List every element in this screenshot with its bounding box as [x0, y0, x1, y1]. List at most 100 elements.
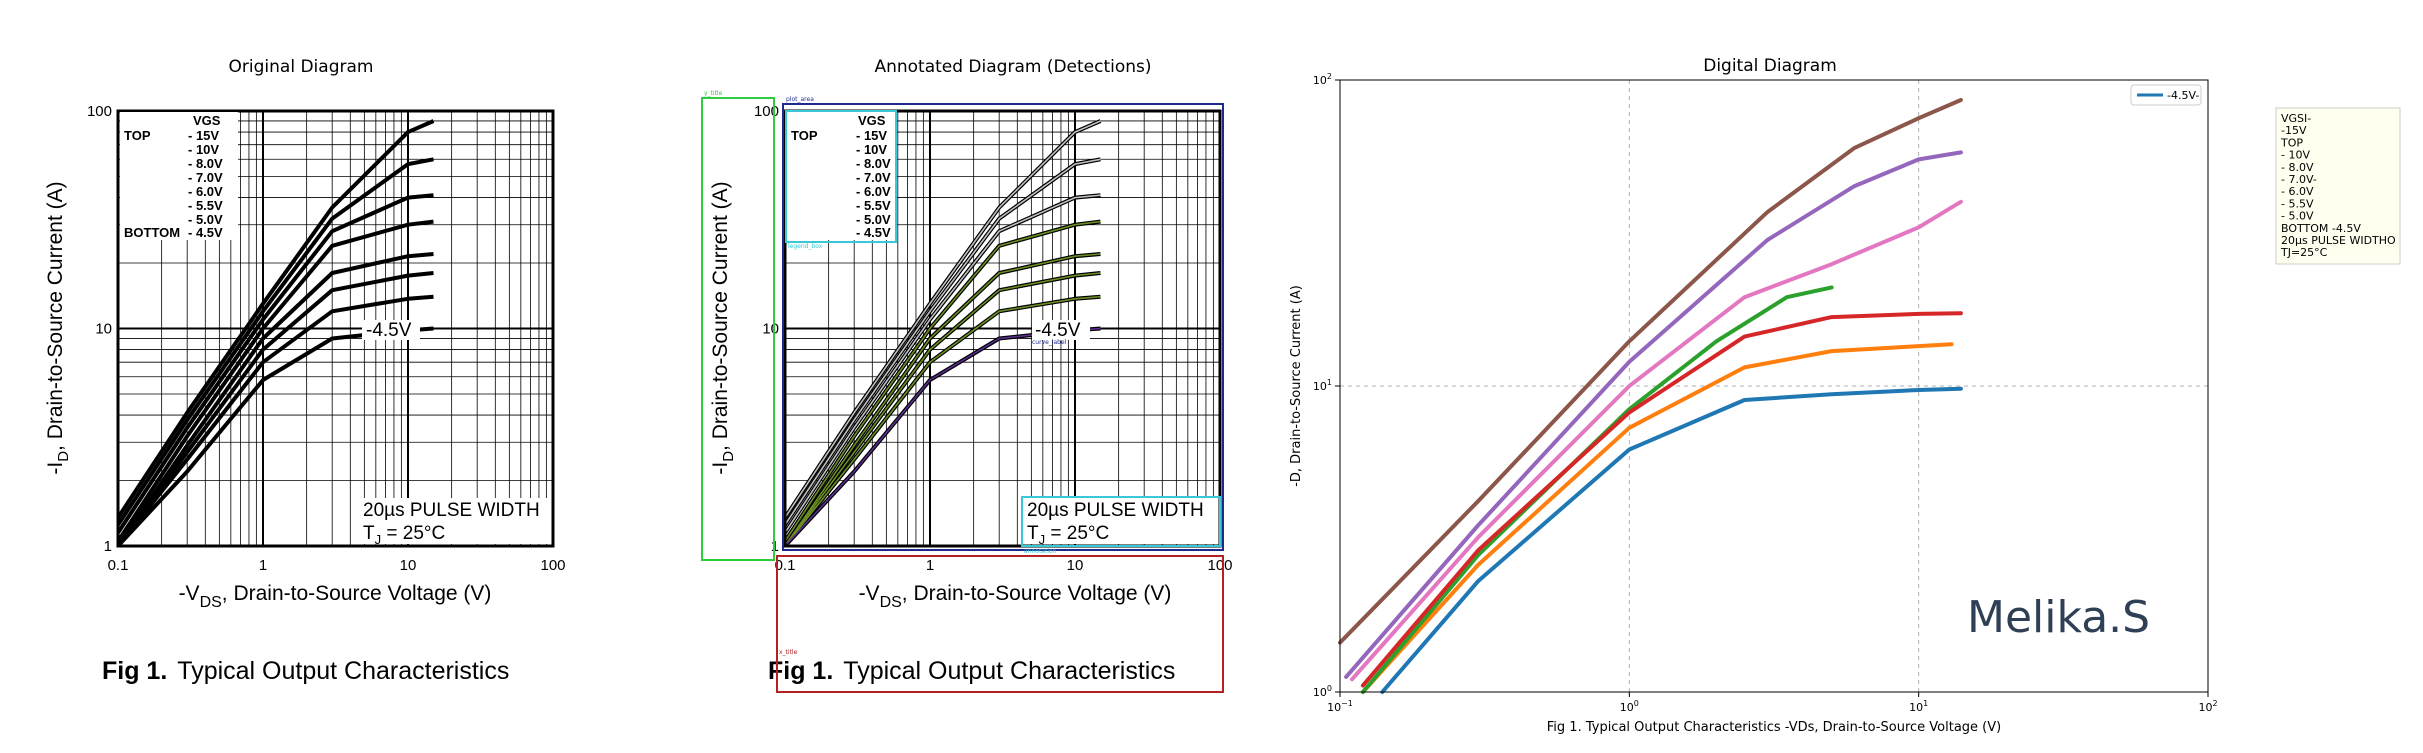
- annotated-chart: Annotated Diagram (Detections) 0.1 1 10 100…: [701, 57, 1233, 693]
- original-curves: [116, 119, 435, 548]
- signature: Melika.S: [1967, 592, 2150, 643]
- digital-panel: Digital Diagram 10−1 100 101 102 100 101 102 …: [1260, 0, 2420, 753]
- detection-annotation-label: annotation: [1024, 548, 1057, 555]
- series-line: [1380, 386, 1963, 694]
- x-tick-label: 100: [1207, 557, 1232, 574]
- y-tick-label: 101: [1313, 378, 1332, 393]
- x-tick-label: 10: [400, 557, 417, 574]
- legend-level: - 6.0V: [188, 184, 223, 199]
- y-tick-label: 10: [95, 321, 112, 338]
- y-tick-label: 102: [1313, 72, 1332, 87]
- series-line: [1360, 285, 1834, 694]
- side-box-line: - 7.0V-: [2281, 173, 2317, 186]
- detection-curve-label: curve_label: [1032, 339, 1067, 346]
- series-line: [116, 193, 434, 534]
- detected-series-line: [784, 272, 1101, 547]
- detection-y-title-label: y_title: [704, 90, 723, 97]
- digital-chart: Digital Diagram 10−1 100 101 102 100101102 …: [1289, 56, 2401, 735]
- legend-level: - 4.5V: [188, 225, 223, 240]
- legend-level: - 7.0V: [856, 170, 891, 185]
- original-panel: Original Diagram 0.1 1 10 100 1 10 100 VGS TO…: [0, 0, 600, 753]
- series-line: [116, 219, 434, 543]
- y-tick-label: 1: [104, 538, 112, 555]
- series-line: [1338, 98, 1963, 645]
- detection-plot-area-label: plot_area: [786, 96, 814, 103]
- side-box-line: VGSI-: [2281, 112, 2311, 125]
- side-box-line: TJ=25°C: [2280, 246, 2328, 259]
- legend-level: - 5.0V: [856, 212, 891, 227]
- series-line: [1350, 199, 1963, 682]
- original-legend: VGS TOP BOTTOM - 15V - 10V - 8.0V - 7.0V…: [120, 112, 238, 240]
- vgs-header: VGS: [193, 113, 221, 128]
- detection-boxes: y_title plot_area legend_box x_title ann…: [701, 90, 1224, 693]
- detected-series-line: [784, 253, 1101, 547]
- x-tick-label: 0.1: [775, 557, 796, 574]
- x-tick-label: 101: [1909, 699, 1928, 714]
- legend-level: - 6.0V: [856, 184, 891, 199]
- digital-legend: -4.5V-: [2130, 84, 2202, 106]
- x-tick-label: 100: [540, 557, 565, 574]
- original-plot-frame: [116, 109, 555, 548]
- original-title: Original Diagram: [229, 57, 374, 77]
- x-tick-label: 0.1: [108, 557, 129, 574]
- digital-side-box: VGSI- -15V TOP - 10V - 8.0V - 7.0V- - 6.…: [2275, 107, 2401, 265]
- side-box-line: -15V: [2281, 124, 2307, 137]
- x-tick-label: 100: [1620, 699, 1639, 714]
- temperature-note: TJ = 25°C: [363, 523, 445, 547]
- temperature-note: TJ = 25°C: [1027, 523, 1109, 547]
- legend-level: - 8.0V: [188, 156, 223, 171]
- side-box-line: BOTTOM -4.5V: [2281, 222, 2361, 235]
- digital-legend-entry: -4.5V-: [2167, 89, 2199, 102]
- annotated-x-title: -VDS, Drain-to-Source Voltage (V): [859, 582, 1172, 611]
- original-x-title: -VDS, Drain-to-Source Voltage (V): [179, 582, 492, 611]
- original-caption: Fig 1. Typical Output Characteristics: [102, 657, 509, 685]
- series-line: [116, 271, 434, 548]
- detection-annotation-box: [1021, 496, 1221, 547]
- annotated-plot-frame: [783, 109, 1222, 548]
- original-x-ticks: 0.1 1 10 100: [108, 557, 566, 574]
- detection-x-title-label: x_title: [779, 649, 798, 656]
- series-line: [116, 294, 434, 548]
- pulse-width-note: 20µs PULSE WIDTH: [1027, 500, 1204, 521]
- legend-level: - 7.0V: [188, 170, 223, 185]
- detected-series-line: [784, 295, 1101, 547]
- legend-level: - 4.5V: [856, 225, 891, 240]
- x-tick-label: 102: [2198, 699, 2217, 714]
- series-line: [116, 157, 434, 527]
- y-tick-label: 100: [87, 103, 112, 120]
- legend-top-label: TOP: [124, 128, 151, 143]
- detection-legend-box: [785, 110, 897, 243]
- side-box-line: - 5.0V: [2281, 210, 2314, 223]
- original-chart: Original Diagram 0.1 1 10 100 1 10 100 VGS TO…: [44, 57, 566, 685]
- vgs-header: VGS: [858, 113, 886, 128]
- original-y-ticks: 1 10 100: [87, 103, 112, 555]
- digital-title: Digital Diagram: [1703, 56, 1837, 76]
- detected-series-line: [784, 220, 1101, 542]
- annotated-caption: Fig 1. Typical Output Characteristics: [768, 657, 1175, 685]
- legend-bottom-label: BOTTOM: [124, 225, 180, 240]
- detection-plot-area-box: [782, 103, 1224, 551]
- digital-curves: [1338, 98, 1963, 694]
- annotated-y-title: -ID, Drain-to-Source Current (A): [709, 181, 737, 474]
- legend-top-label: TOP: [791, 128, 818, 143]
- side-box-line: - 8.0V: [2281, 161, 2314, 174]
- series-line: [116, 252, 434, 548]
- side-box-line: - 5.5V: [2281, 197, 2314, 210]
- original-y-title: -ID, Drain-to-Source Current (A): [44, 181, 72, 474]
- y-tick-label: 10: [762, 321, 779, 338]
- curve-label: -4.5V: [1035, 320, 1081, 341]
- legend-level: - 8.0V: [856, 156, 891, 171]
- detection-x-title-box: [776, 555, 1224, 693]
- series-line: [1344, 150, 1963, 679]
- y-tick-label: 100: [754, 103, 779, 120]
- y-tick-label: 100: [1313, 684, 1332, 699]
- annotated-overlay-curves: [784, 120, 1101, 547]
- series-line: [1360, 311, 1963, 688]
- digital-x-ticks: 10−1 100 101 102: [1327, 692, 2218, 714]
- legend-level: - 10V: [188, 142, 219, 157]
- annotated-legend: VGS TOP - 15V - 10V - 8.0V - 7.0V - 6.0V…: [787, 112, 895, 240]
- side-box-line: - 10V: [2281, 149, 2310, 162]
- annotated-panel: Annotated Diagram (Detections) 0.1 1 10 100…: [680, 0, 1240, 753]
- series-line: [116, 119, 435, 519]
- detected-series-line: [784, 158, 1101, 526]
